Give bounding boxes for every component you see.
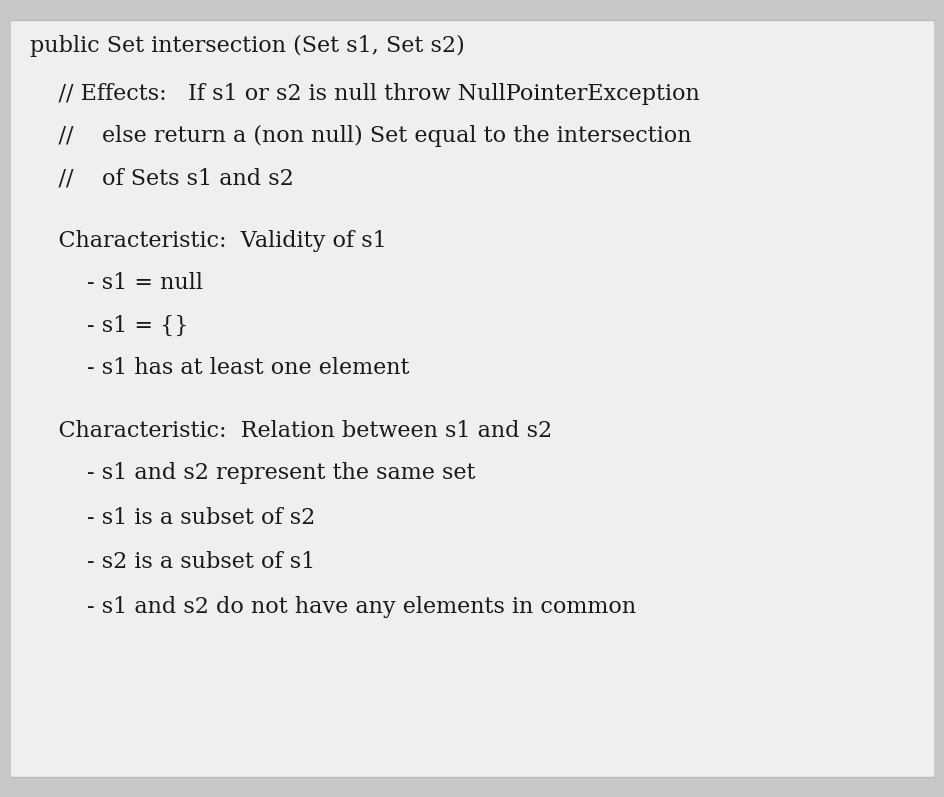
Text: - s2 is a subset of s1: - s2 is a subset of s1 xyxy=(30,552,315,573)
Text: //    of Sets s1 and s2: // of Sets s1 and s2 xyxy=(30,167,294,189)
Text: Characteristic:  Validity of s1: Characteristic: Validity of s1 xyxy=(30,230,387,252)
Text: - s1 and s2 do not have any elements in common: - s1 and s2 do not have any elements in … xyxy=(30,596,635,618)
Text: - s1 = {}: - s1 = {} xyxy=(30,315,189,336)
Text: public Set intersection (Set s1, Set s2): public Set intersection (Set s1, Set s2) xyxy=(30,35,464,57)
Text: - s1 = null: - s1 = null xyxy=(30,273,203,294)
Text: - s1 is a subset of s2: - s1 is a subset of s2 xyxy=(30,507,315,528)
Text: Characteristic:  Relation between s1 and s2: Characteristic: Relation between s1 and … xyxy=(30,420,552,442)
Text: // Effects:   If s1 or s2 is null throw NullPointerException: // Effects: If s1 or s2 is null throw Nu… xyxy=(30,83,700,104)
Text: - s1 has at least one element: - s1 has at least one element xyxy=(30,357,410,379)
Text: - s1 and s2 represent the same set: - s1 and s2 represent the same set xyxy=(30,462,475,484)
Text: //    else return a (non null) Set equal to the intersection: // else return a (non null) Set equal to… xyxy=(30,125,691,147)
